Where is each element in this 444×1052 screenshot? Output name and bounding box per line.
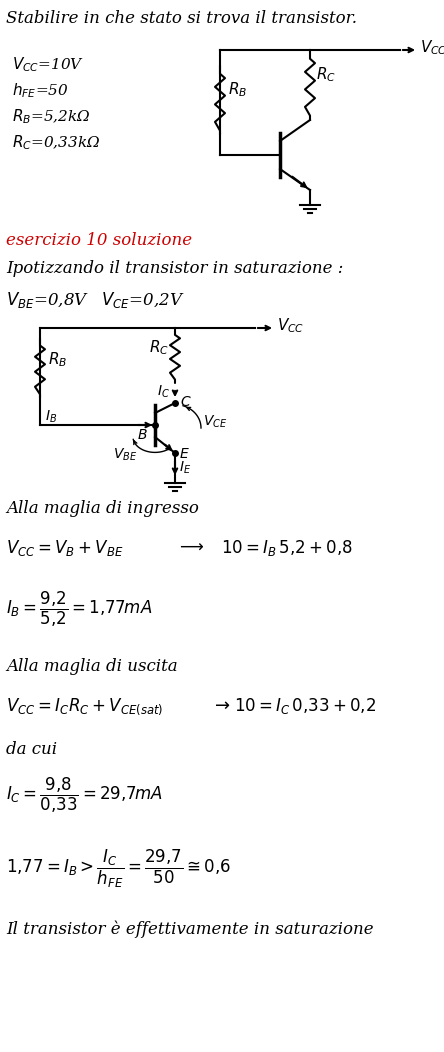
Text: $V_{CC}$: $V_{CC}$: [420, 38, 444, 57]
Text: $V_{CE}$: $V_{CE}$: [203, 413, 227, 430]
Text: $I_E$: $I_E$: [179, 460, 191, 477]
Text: $V_{BE}$=0,8V   $V_{CE}$=0,2V: $V_{BE}$=0,8V $V_{CE}$=0,2V: [6, 290, 185, 310]
Text: $R_B$: $R_B$: [48, 350, 67, 369]
Text: $V_{BE}$: $V_{BE}$: [113, 447, 137, 463]
Text: $V_{CC} = I_C R_C + V_{CE(sat)\,}$: $V_{CC} = I_C R_C + V_{CE(sat)\,}$: [6, 696, 163, 716]
Text: $I_C$: $I_C$: [157, 384, 170, 400]
Text: $R_B$=5,2kΩ: $R_B$=5,2kΩ: [12, 107, 91, 125]
Text: $10 = I_C\,0{,}33 + 0{,}2$: $10 = I_C\,0{,}33 + 0{,}2$: [234, 696, 376, 716]
Text: Alla maglia di ingresso: Alla maglia di ingresso: [6, 500, 199, 517]
Text: $I_B$: $I_B$: [45, 409, 57, 425]
Text: $V_{CC} = V_B + V_{BE}$: $V_{CC} = V_B + V_{BE}$: [6, 538, 123, 558]
Text: da cui: da cui: [6, 741, 57, 758]
Text: $I_B = \dfrac{9{,}2}{5{,}2} = 1{,}77mA$: $I_B = \dfrac{9{,}2}{5{,}2} = 1{,}77mA$: [6, 590, 152, 629]
Text: $R_C$: $R_C$: [316, 65, 336, 84]
Text: $I_C = \dfrac{9{,}8}{0{,}33} = 29{,}7mA$: $I_C = \dfrac{9{,}8}{0{,}33} = 29{,}7mA$: [6, 776, 163, 815]
Text: $R_C$=0,33kΩ: $R_C$=0,33kΩ: [12, 133, 100, 151]
Text: Alla maglia di uscita: Alla maglia di uscita: [6, 658, 178, 675]
Text: Stabilire in che stato si trova il transistor.: Stabilire in che stato si trova il trans…: [6, 11, 357, 27]
Text: $R_C$: $R_C$: [149, 339, 169, 358]
Text: $h_{FE}$=50: $h_{FE}$=50: [12, 81, 69, 100]
Text: $E$: $E$: [179, 447, 190, 461]
Text: $\rightarrow$: $\rightarrow$: [211, 696, 231, 714]
Text: $V_{CC}$=10V: $V_{CC}$=10V: [12, 55, 84, 74]
Text: esercizio 10 soluzione: esercizio 10 soluzione: [6, 232, 192, 249]
Text: $V_{CC}$: $V_{CC}$: [277, 316, 304, 335]
Text: $B$: $B$: [137, 428, 148, 442]
Text: $1{,}77 = I_B > \dfrac{I_C}{h_{FE}} = \dfrac{29{,}7}{50} \cong 0{,}6$: $1{,}77 = I_B > \dfrac{I_C}{h_{FE}} = \d…: [6, 848, 231, 890]
Text: Ipotizzando il transistor in saturazione :: Ipotizzando il transistor in saturazione…: [6, 260, 343, 277]
Text: $C$: $C$: [180, 394, 192, 409]
Text: $R_B$: $R_B$: [228, 81, 247, 99]
Text: $\longrightarrow$: $\longrightarrow$: [176, 538, 204, 555]
Text: Il transistor è effettivamente in saturazione: Il transistor è effettivamente in satura…: [6, 920, 373, 937]
Text: $10 = I_B\,5{,}2 + 0{,}8$: $10 = I_B\,5{,}2 + 0{,}8$: [221, 538, 353, 558]
